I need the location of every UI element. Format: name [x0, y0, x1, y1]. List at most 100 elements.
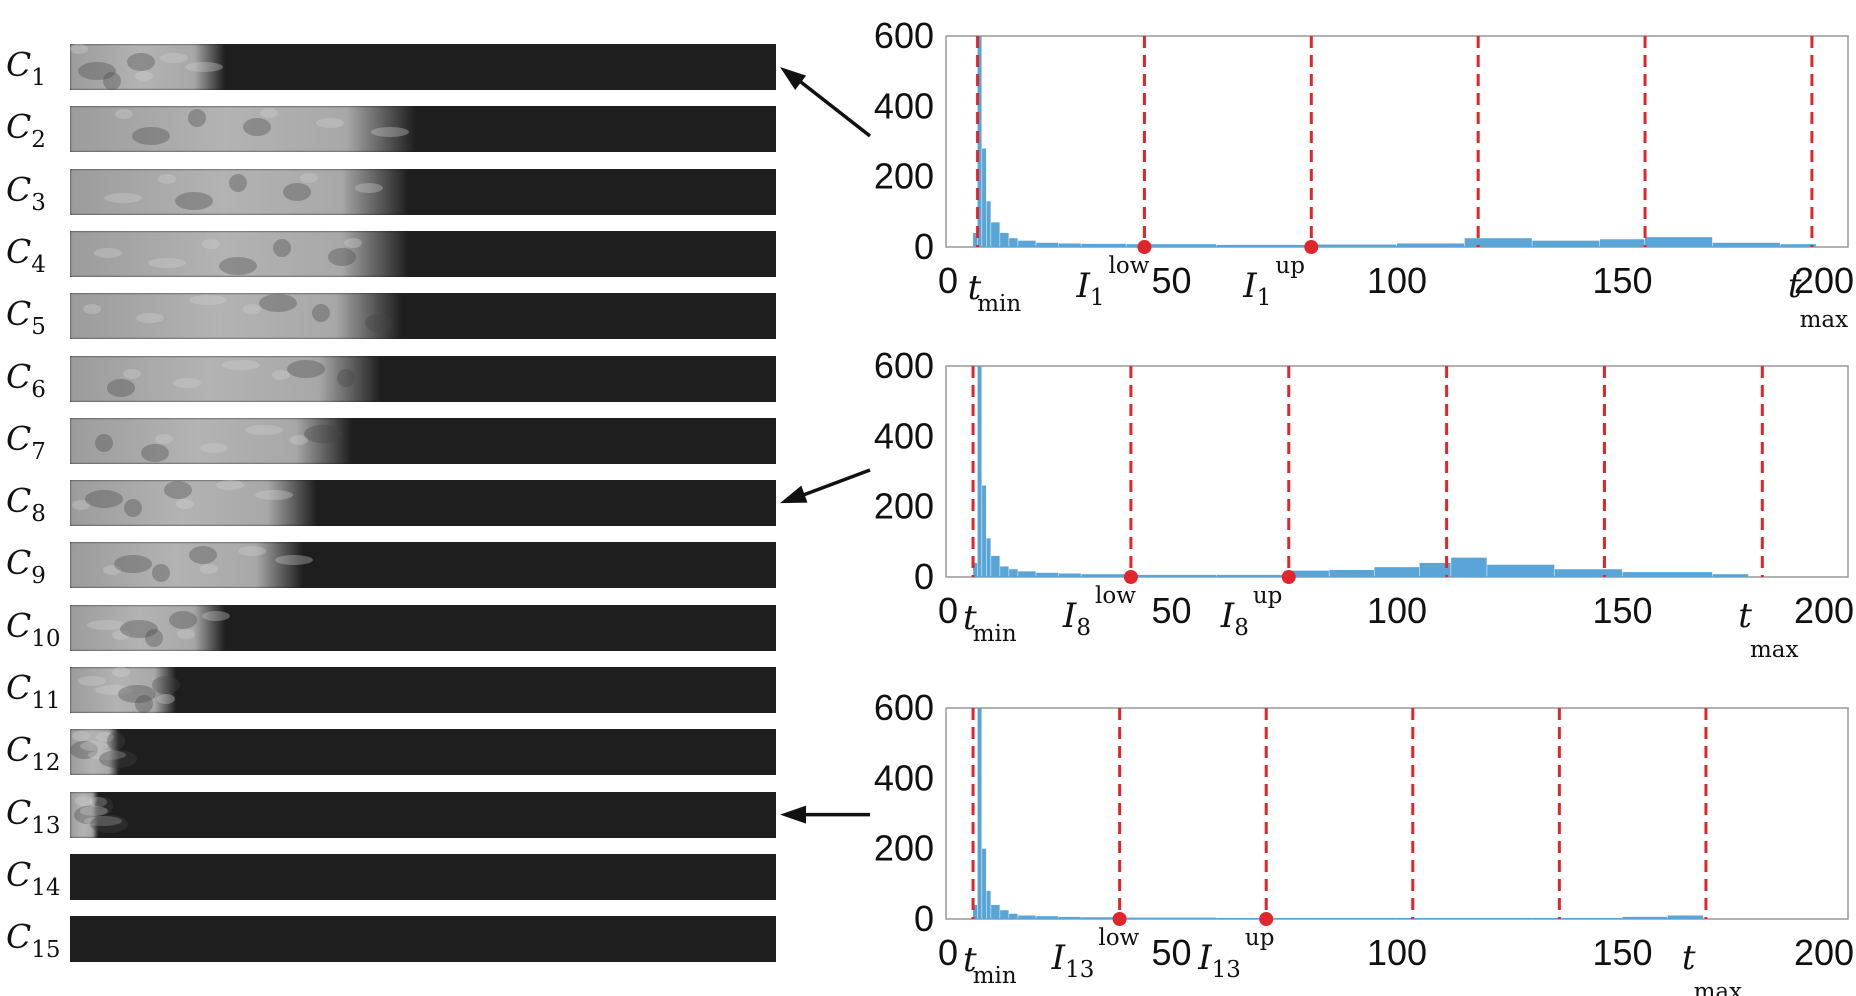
chart1-threshold-label: I1low — [1075, 253, 1149, 311]
strip-texture-blob — [144, 629, 163, 648]
chart1-hist-bar — [1036, 242, 1059, 247]
threshold-name: I — [1062, 596, 1077, 636]
strip-texture-blob — [283, 183, 312, 202]
t-letter: t — [1682, 938, 1696, 978]
strip-label-letter: C — [6, 418, 32, 458]
strip-label-letter: C — [6, 668, 32, 707]
chart3-hist-bar — [982, 848, 987, 919]
strip-label-index: 3 — [31, 189, 46, 216]
strip-texture-blob — [365, 313, 394, 332]
strip-bright-region — [70, 44, 226, 90]
strip-texture-blob — [176, 498, 195, 509]
strip-texture-blob — [83, 303, 102, 314]
strip-label-c8: C8 — [6, 484, 46, 526]
chart3-x-tick-label: 0 — [938, 932, 958, 973]
threshold-sup: low — [1109, 253, 1150, 279]
strip-texture-blob — [158, 174, 177, 185]
strip-texture-blob — [96, 732, 115, 743]
strip-texture-blob — [312, 303, 331, 322]
strip-label-letter: C — [6, 107, 32, 147]
image-strip-c13 — [70, 791, 776, 838]
chart3-hist-bar — [1036, 916, 1059, 919]
chart1-hist-bar — [1464, 238, 1532, 247]
strip-texture-blob — [315, 117, 344, 128]
strip-texture-blob — [169, 611, 198, 630]
chart2-hist-bar — [973, 562, 978, 577]
chart2-y-tick-label: 200 — [874, 486, 934, 527]
chart1-y-tick-label: 200 — [874, 156, 934, 197]
chart2-hist-bar — [986, 538, 991, 577]
threshold-sup: up — [1275, 253, 1305, 279]
strip-texture-blob — [102, 71, 121, 90]
strip-label-c9: C9 — [6, 546, 46, 588]
chart1-hist-bar — [1780, 244, 1816, 247]
strip-texture-blob — [300, 173, 319, 184]
chart3-threshold-label: I13up — [1197, 925, 1274, 983]
strip-label-index: 13 — [31, 812, 61, 839]
strip-label-letter: C — [6, 45, 32, 84]
strip-texture-blob — [327, 248, 356, 267]
chart2-threshold-label: I8up — [1220, 583, 1283, 641]
strip-texture-blob — [219, 257, 258, 276]
strip-texture-blob — [72, 499, 91, 510]
chart3-y-tick-label: 200 — [874, 828, 934, 869]
strip-texture-blob — [160, 52, 189, 63]
threshold-sup: up — [1245, 925, 1275, 951]
strip-texture-blob — [215, 480, 244, 491]
chart3-x-tick-label: 150 — [1592, 932, 1652, 973]
strip-texture-blob — [80, 740, 109, 751]
threshold-index: 13 — [1065, 957, 1094, 983]
t-letter: t — [963, 940, 977, 980]
strip-texture-blob — [156, 694, 175, 705]
t-sub: max — [1694, 979, 1743, 996]
strip-label-index: 14 — [31, 874, 61, 901]
chart1-x-tick-label: 50 — [1151, 260, 1191, 301]
strip-texture-blob — [88, 750, 127, 761]
strip-texture-blob — [175, 192, 214, 211]
chart1-hist-bar — [1081, 243, 1126, 247]
chart3-plot-frame — [945, 707, 1849, 920]
chart3-hist-bar — [1018, 915, 1036, 919]
chart1-x-tick-label: 0 — [938, 260, 958, 301]
chart1-hist-bar — [1018, 240, 1036, 247]
chart2-hist-bar — [1009, 569, 1018, 577]
strip-texture-blob — [304, 424, 343, 443]
strip-texture-blob — [95, 434, 114, 453]
strip-texture-blob — [111, 629, 130, 640]
chart3-threshold-marker — [1112, 912, 1127, 926]
strip-texture-blob — [229, 173, 248, 192]
strip-label-index: 11 — [31, 688, 61, 714]
strip-bright-region — [70, 293, 402, 340]
threshold-sup: up — [1253, 583, 1283, 609]
strip-texture-blob — [188, 545, 217, 564]
strip-label-c3: C3 — [6, 173, 46, 215]
chart3-y-tick-label: 0 — [914, 898, 934, 939]
strip-label-letter: C — [6, 917, 32, 957]
strip-label-c5: C5 — [6, 297, 46, 339]
chart3-hist-bar — [1532, 917, 1622, 919]
strip-bright-region — [70, 729, 120, 776]
image-strip-c1 — [70, 44, 776, 90]
chart2-arrow-shaft — [793, 468, 871, 501]
image-strip-c3 — [70, 168, 776, 215]
threshold-index: 1 — [1090, 285, 1105, 311]
t-sub: min — [977, 291, 1021, 317]
threshold-index: 13 — [1212, 957, 1241, 983]
chart2-x-tick-label: 100 — [1367, 590, 1427, 631]
strip-bright-region — [70, 542, 303, 589]
chart2-plot-frame — [945, 365, 1849, 578]
strip-texture-blob — [78, 675, 107, 686]
chart1-hist-bar — [977, 36, 982, 247]
strip-texture-blob — [112, 667, 131, 677]
strip-texture-blob — [87, 620, 126, 631]
chart2-x-tick-label: 0 — [938, 590, 958, 631]
chart1-plot-frame — [945, 35, 1849, 248]
strip-texture-blob — [189, 294, 228, 305]
chart1-hist-bar — [1009, 238, 1018, 247]
chart2-hist-bar — [1712, 574, 1749, 577]
t-sub: min — [973, 621, 1017, 647]
strip-texture-blob — [147, 257, 186, 268]
image-strip-c8 — [70, 480, 776, 527]
threshold-index: 8 — [1076, 615, 1091, 641]
strip-texture-blob — [287, 359, 326, 378]
